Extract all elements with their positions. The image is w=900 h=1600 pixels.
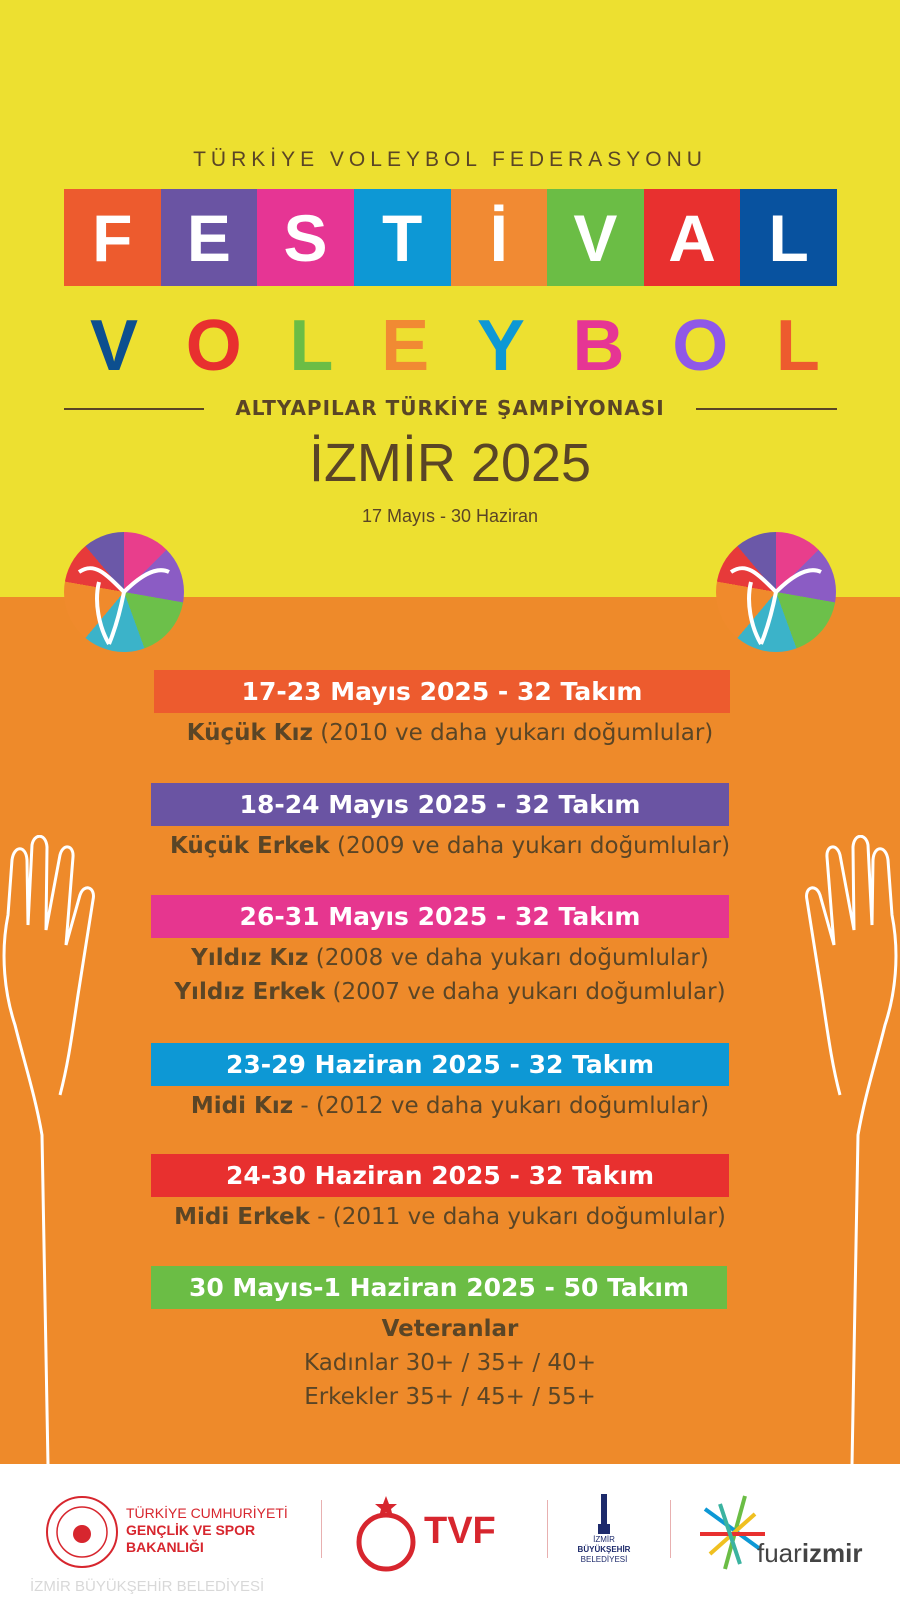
- category-detail: Erkekler 35+ / 45+ / 55+: [304, 1384, 596, 1410]
- festival-letter-tile: T: [353, 189, 451, 286]
- divider-right: [696, 408, 837, 410]
- category-line: Erkekler 35+ / 45+ / 55+: [0, 1384, 900, 1410]
- category-name: Küçük Erkek: [169, 833, 330, 859]
- category-detail: (2007 ve daha yukarı doğumlular): [325, 979, 726, 1005]
- schedule-background: [0, 597, 900, 1464]
- category-detail: (2009 ve daha yukarı doğumlular): [329, 833, 731, 859]
- date-range: 17 Mayıs - 30 Haziran: [361, 506, 539, 526]
- subtitle: ALTYAPILAR TÜRKİYE ŞAMPİYONASI: [235, 396, 665, 420]
- category-line: Küçük Erkek (2009 ve daha yukarı doğumlu…: [0, 833, 900, 859]
- festival-letter-tile: F: [64, 189, 161, 286]
- fuarizmir-star-icon: [700, 1495, 765, 1570]
- tvf-text: TVF: [424, 1510, 496, 1552]
- voleybol-letter: O: [185, 306, 242, 386]
- schedule-date-bar: 23-29 Haziran 2025 - 32 Takım: [151, 1043, 729, 1086]
- festival-letter-tile: İ: [450, 189, 548, 286]
- logo-separator: [547, 1500, 548, 1558]
- category-detail: - (2011 ve daha yukarı doğumlular): [309, 1204, 726, 1230]
- volleyball-icon: [64, 532, 184, 652]
- category-detail: (2010 ve daha yukarı doğumlular): [312, 720, 714, 746]
- category-name: Yıldız Kız: [191, 945, 309, 971]
- schedule-date-bar: 26-31 Mayıs 2025 - 32 Takım: [151, 895, 729, 938]
- ministry-line-3: BAKANLIĞI: [126, 1539, 204, 1555]
- schedule-date-bar: 18-24 Mayıs 2025 - 32 Takım: [151, 783, 729, 826]
- category-line: Midi Erkek - (2011 ve daha yukarı doğuml…: [0, 1204, 900, 1230]
- logo-separator: [321, 1500, 322, 1558]
- voleybol-letter: Y: [476, 306, 525, 386]
- category-detail: (2008 ve daha yukarı doğumlular): [308, 945, 709, 971]
- izmir-bb-line-3: BELEDİYESİ: [580, 1555, 628, 1564]
- voleybol-letter: O: [672, 306, 729, 386]
- city-year: İZMİR 2025: [308, 433, 592, 493]
- schedule-date-bar: 17-23 Mayıs 2025 - 32 Takım: [154, 670, 730, 713]
- festival-letter-tile: A: [643, 189, 741, 286]
- voleybol-letter: V: [90, 306, 139, 386]
- category-name: Yıldız Erkek: [174, 979, 326, 1005]
- category-detail: - (2012 ve daha yukarı doğumlular): [293, 1093, 710, 1119]
- izmir-bb-line-1: İZMİR: [593, 1535, 615, 1544]
- voleybol-letter: L: [775, 306, 820, 386]
- voleybol-letter: L: [289, 306, 334, 386]
- ministry-emblem-icon: [46, 1496, 118, 1568]
- divider-left: [64, 408, 204, 410]
- tvf-emblem-icon: [356, 1496, 416, 1572]
- category-line: Yıldız Kız (2008 ve daha yukarı doğumlul…: [0, 945, 900, 971]
- logo-separator: [670, 1500, 671, 1558]
- organization-name: TÜRKİYE VOLEYBOL FEDERASYONU: [193, 148, 707, 171]
- category-name: Küçük Kız: [186, 720, 313, 746]
- category-line: Küçük Kız (2010 ve daha yukarı doğumlula…: [0, 720, 900, 746]
- category-name: Midi Kız: [190, 1093, 294, 1119]
- festival-letter-tile: S: [257, 189, 354, 286]
- category-name: Veteranlar: [381, 1316, 519, 1342]
- voleybol-letter: E: [381, 306, 430, 386]
- category-line: Kadınlar 30+ / 35+ / 40+: [0, 1350, 900, 1376]
- header-background: [0, 0, 900, 597]
- izmir-bb-line-2: BÜYÜKŞEHİR: [577, 1545, 631, 1554]
- izmir-text: izmir: [801, 1538, 863, 1568]
- festival-letter-tile: E: [160, 189, 258, 286]
- category-line: Midi Kız - (2012 ve daha yukarı doğumlul…: [0, 1093, 900, 1119]
- voleybol-letter: B: [572, 306, 625, 386]
- volleyball-icon: [716, 532, 836, 652]
- watermark: İZMİR BÜYÜKŞEHİR BELEDİYESİ: [30, 1578, 265, 1595]
- category-line: Veteranlar: [0, 1316, 900, 1342]
- raised-hand-left-icon: [2, 835, 95, 1465]
- category-line: Yıldız Erkek (2007 ve daha yukarı doğuml…: [0, 979, 900, 1005]
- category-detail: Kadınlar 30+ / 35+ / 40+: [304, 1350, 596, 1376]
- festival-letter-tile: L: [740, 189, 837, 286]
- schedule-date-bar: 24-30 Haziran 2025 - 32 Takım: [151, 1154, 729, 1197]
- schedule-date-bar: 30 Mayıs-1 Haziran 2025 - 50 Takım: [151, 1266, 727, 1309]
- category-name: Midi Erkek: [174, 1204, 310, 1230]
- ministry-line-1: TÜRKİYE CUMHURİYETİ: [126, 1505, 288, 1521]
- raised-hand-right-icon: [805, 835, 898, 1465]
- clock-tower-icon: [598, 1494, 610, 1534]
- fuar-text: fuar: [757, 1538, 802, 1568]
- ministry-line-2: GENÇLİK VE SPOR: [126, 1522, 256, 1538]
- festival-letter-tile: V: [547, 189, 644, 286]
